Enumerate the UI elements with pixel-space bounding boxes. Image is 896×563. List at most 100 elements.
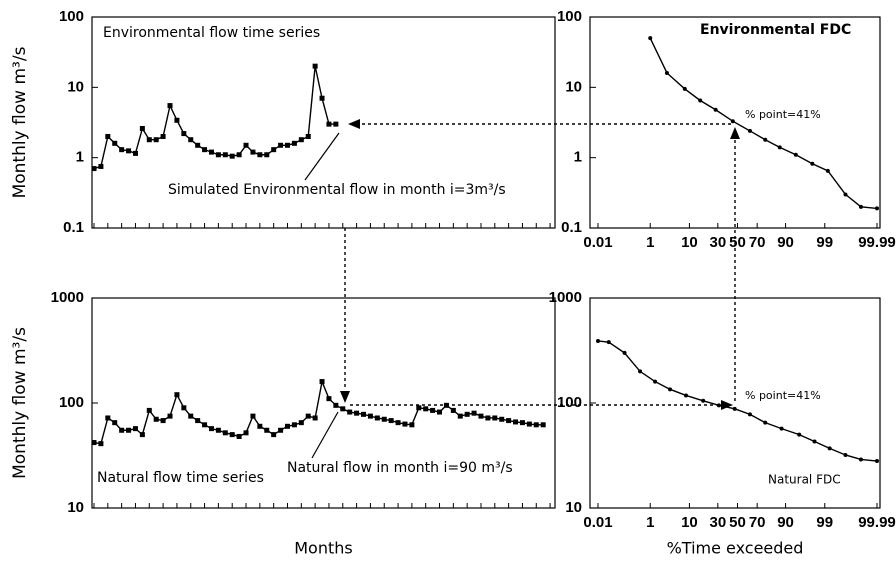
- point: [653, 379, 658, 384]
- arrow-head: [730, 127, 740, 139]
- x-tick-label: 30: [709, 234, 726, 251]
- point: [319, 379, 325, 385]
- point: [98, 163, 104, 169]
- pointer-line: [304, 132, 340, 181]
- point: [126, 148, 132, 154]
- point: [264, 152, 270, 158]
- x-tick-label: 90: [777, 514, 794, 531]
- arrow-head: [721, 400, 733, 410]
- point: [112, 420, 118, 426]
- point: [326, 121, 332, 127]
- point: [222, 152, 228, 158]
- point: [533, 422, 539, 428]
- point: [326, 396, 332, 402]
- point: [777, 145, 782, 150]
- point: [333, 402, 339, 408]
- point: [132, 426, 138, 432]
- point: [875, 459, 879, 464]
- point: [202, 147, 208, 153]
- point: [271, 432, 277, 438]
- x-axis-label: %Time exceeded: [667, 539, 804, 558]
- point: [271, 147, 277, 153]
- point: [312, 415, 318, 421]
- point: [160, 133, 166, 139]
- point: [763, 137, 768, 142]
- point: [416, 405, 422, 411]
- point: [684, 393, 689, 398]
- y-tick-label: 100: [59, 8, 84, 25]
- y-tick-label: 10: [565, 499, 582, 516]
- point: [257, 423, 263, 429]
- point: [146, 137, 152, 143]
- point: [195, 418, 201, 424]
- point: [540, 422, 546, 428]
- series-line: [649, 37, 878, 210]
- point: [174, 117, 180, 123]
- point: [229, 153, 235, 159]
- point: [730, 119, 735, 124]
- point: [153, 416, 159, 422]
- y-axis-label: Monthly flow m³/s: [10, 327, 30, 479]
- point: [367, 413, 373, 419]
- point: [513, 419, 519, 425]
- point: [606, 340, 611, 345]
- y-tick-label: 10: [565, 78, 582, 95]
- y-tick-label: 1000: [549, 289, 582, 306]
- point: [388, 418, 394, 424]
- point: [119, 427, 125, 433]
- point: [499, 416, 505, 422]
- point: [305, 413, 311, 419]
- point: [167, 103, 173, 109]
- point: [478, 413, 484, 419]
- point: [648, 36, 653, 41]
- connectors: [304, 119, 740, 459]
- point: [450, 407, 456, 413]
- pointer-line: [311, 411, 339, 459]
- point: [858, 204, 863, 209]
- point: [395, 420, 401, 426]
- point: [682, 86, 687, 91]
- point: [278, 427, 284, 433]
- point: [526, 421, 532, 427]
- point: [250, 413, 256, 419]
- point: [457, 413, 463, 419]
- y-tick-label: 1000: [51, 289, 84, 306]
- plot-frame: [589, 16, 881, 229]
- point: [105, 415, 111, 421]
- x-tick-label: 0.01: [583, 234, 612, 251]
- y-tick-label: 100: [557, 8, 582, 25]
- point: [264, 427, 270, 433]
- point: [229, 432, 235, 438]
- y-tick-label: 1: [76, 149, 84, 166]
- point: [638, 369, 643, 374]
- point: [858, 457, 863, 462]
- point: [732, 406, 737, 411]
- point: [423, 406, 429, 412]
- x-axis-label: Months: [294, 539, 352, 558]
- plot-frame: [91, 16, 556, 229]
- point: [291, 422, 297, 428]
- point: [91, 440, 97, 446]
- y-tick-label: 100: [557, 394, 582, 411]
- point: [119, 147, 125, 153]
- point: [333, 121, 339, 127]
- point: [236, 433, 242, 439]
- point: [146, 407, 152, 413]
- point: [354, 410, 360, 416]
- point: [374, 415, 380, 421]
- point: [312, 63, 318, 69]
- point: [243, 142, 249, 148]
- point: [236, 152, 242, 158]
- arrow-head: [340, 391, 350, 403]
- point: [98, 441, 104, 447]
- point: [291, 140, 297, 146]
- point: [843, 192, 848, 197]
- point: [340, 406, 346, 412]
- panel-title: Natural flow time series: [97, 470, 264, 486]
- point: [437, 409, 443, 415]
- point: [664, 70, 669, 75]
- annotation: Natural flow in month i=90 m³/s: [287, 460, 513, 476]
- point: [139, 125, 145, 131]
- panel-title: Environmental flow time series: [103, 25, 320, 41]
